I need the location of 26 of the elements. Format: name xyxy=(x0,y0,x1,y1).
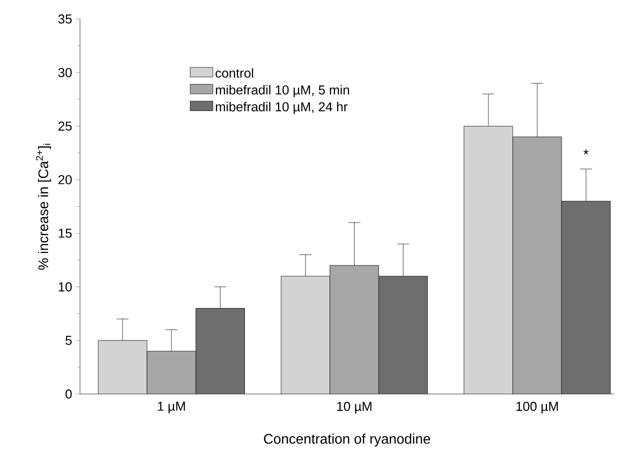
bar xyxy=(561,200,611,394)
annotation: * xyxy=(584,149,589,154)
y-tick-label: 5 xyxy=(66,336,72,345)
y-tick-label: 25 xyxy=(58,122,72,131)
bar xyxy=(512,136,562,394)
legend-label: mibefradil 10 µM, 5 min xyxy=(216,85,350,98)
y-tick-label: 30 xyxy=(58,68,72,78)
legend-label: control xyxy=(216,68,254,78)
x-axis-title: Concentration of ryanodine xyxy=(264,434,430,447)
bar xyxy=(378,276,428,394)
x-tick-label: 10 µM xyxy=(337,402,372,414)
bar xyxy=(330,265,379,394)
legend-label: mibefradil 10 µM, 24 hr xyxy=(216,102,348,114)
y-tick-label: 35 xyxy=(58,14,72,24)
y-tick-label: 0 xyxy=(66,389,72,399)
y-tick-label: 20 xyxy=(58,175,72,184)
x-tick-label: 100 µM xyxy=(516,402,558,414)
x-tick-label: 1 µM xyxy=(158,402,185,414)
bar xyxy=(281,276,330,394)
y-tick-label: 10 xyxy=(58,282,72,292)
bar xyxy=(98,340,148,394)
y-axis-title: % increase in [Ca$^{2+}$]$_{i}$ xyxy=(36,144,51,270)
bar xyxy=(464,126,513,394)
bar xyxy=(147,351,196,394)
bar xyxy=(196,308,245,394)
y-tick-label: 15 xyxy=(58,228,72,238)
